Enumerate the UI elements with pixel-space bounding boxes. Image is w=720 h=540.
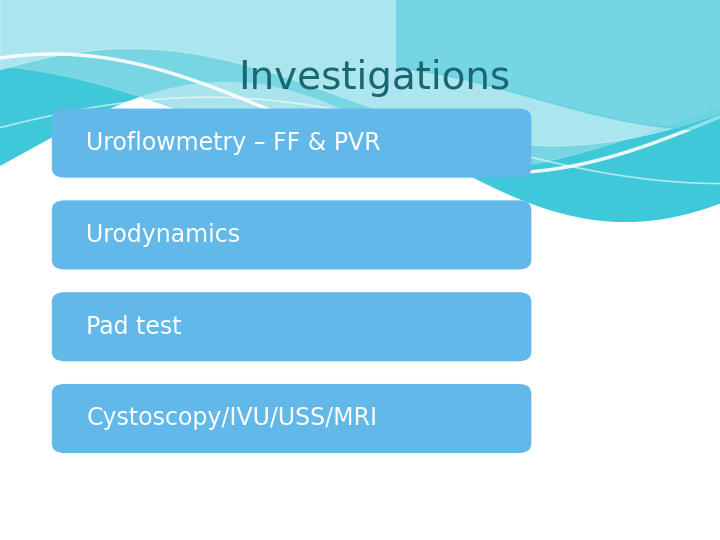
Text: Cystoscopy/IVU/USS/MRI: Cystoscopy/IVU/USS/MRI	[86, 407, 377, 430]
FancyBboxPatch shape	[52, 109, 531, 178]
Text: Investigations: Investigations	[238, 59, 510, 97]
FancyBboxPatch shape	[52, 292, 531, 361]
Text: Pad test: Pad test	[86, 315, 182, 339]
Text: Uroflowmetry – FF & PVR: Uroflowmetry – FF & PVR	[86, 131, 381, 155]
Text: Urodynamics: Urodynamics	[86, 223, 240, 247]
FancyBboxPatch shape	[52, 200, 531, 269]
FancyBboxPatch shape	[52, 384, 531, 453]
